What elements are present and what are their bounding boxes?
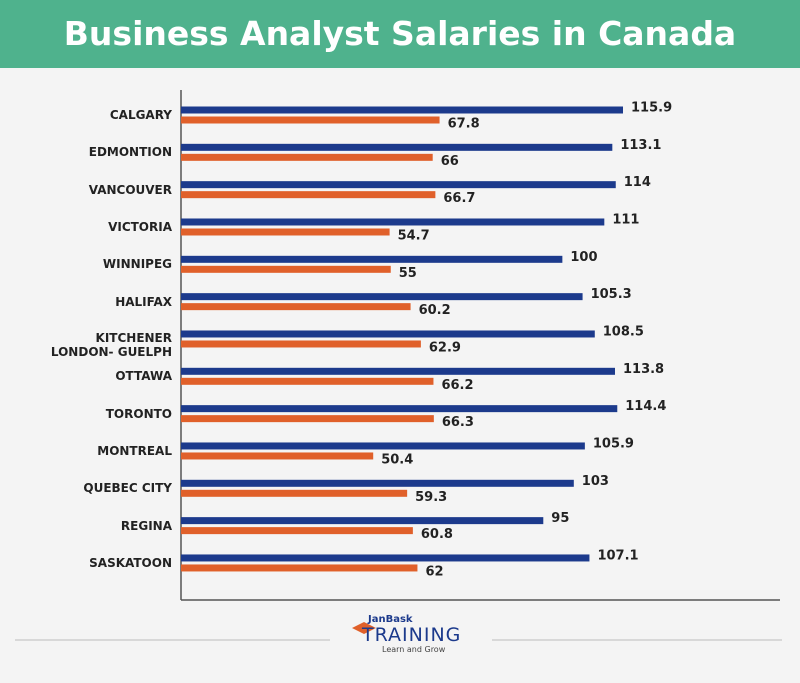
bar (181, 106, 623, 114)
value-label: 60.8 (421, 527, 453, 542)
bar (181, 367, 615, 375)
value-label: 54.7 (398, 228, 430, 243)
value-label: 60.2 (419, 303, 451, 318)
category-label: OTTAWA (115, 369, 172, 384)
category-label: KITCHENER LONDON- GUELPH (50, 330, 172, 359)
value-label: 66 (441, 154, 459, 169)
bar (181, 265, 391, 273)
category-label: VANCOUVER (88, 182, 172, 197)
bar (181, 479, 574, 487)
bar (181, 303, 411, 311)
value-label: 111 (612, 212, 639, 227)
title-banner (0, 0, 800, 68)
value-label: 95 (551, 511, 569, 526)
category-label: CALGARY (109, 108, 172, 122)
bar (181, 489, 408, 497)
bar (181, 405, 618, 413)
bar (181, 255, 563, 263)
category-label: EDMONTION (88, 145, 172, 160)
value-label: 62.9 (429, 340, 461, 355)
bar (181, 377, 434, 385)
value-label: 105.9 (593, 436, 634, 451)
value-label: 114 (624, 175, 651, 190)
bar (181, 340, 421, 348)
bar (181, 181, 616, 189)
category-label: WINNIPEG (102, 257, 172, 272)
bar (181, 228, 390, 236)
bar (181, 143, 613, 151)
value-label: 66.3 (442, 415, 474, 430)
footer-tagline: Learn and Grow (382, 645, 446, 654)
logo-icon (352, 622, 376, 634)
bar (181, 218, 605, 226)
value-label: 107.1 (597, 548, 638, 563)
value-label: 103 (582, 474, 609, 489)
value-label: 100 (570, 250, 597, 265)
value-label: 115.9 (631, 101, 672, 116)
bar (181, 330, 595, 338)
bar (181, 415, 434, 423)
value-label: 62 (425, 564, 443, 579)
bar (181, 293, 583, 301)
category-label: MONTREAL (97, 443, 172, 458)
value-label: 105.3 (591, 287, 632, 302)
value-label: 66.2 (441, 378, 473, 393)
chart-title: Business Analyst Salaries in Canada (63, 14, 737, 53)
bar (181, 517, 544, 525)
bar (181, 191, 436, 199)
value-label: 50.4 (381, 452, 413, 467)
value-label: 108.5 (603, 324, 644, 339)
footer-logo: TRAINING (362, 624, 462, 646)
value-label: 55 (399, 266, 417, 281)
category-label: REGINA (120, 518, 172, 533)
bar (181, 527, 413, 535)
footer-brand: JanBask (368, 614, 413, 625)
bar (181, 564, 418, 572)
category-label: TORONTO (105, 406, 172, 421)
value-label: 113.8 (623, 362, 664, 377)
category-label: VICTORIA (108, 219, 172, 234)
bar (181, 554, 590, 562)
value-label: 66.7 (443, 191, 475, 206)
value-label: 114.4 (625, 399, 666, 414)
category-label: HALIFAX (115, 294, 172, 309)
value-label: 59.3 (415, 490, 447, 505)
value-label: 113.1 (620, 138, 661, 153)
bar (181, 153, 433, 161)
category-label: SASKATOON (89, 555, 172, 570)
category-label: QUEBEC CITY (83, 481, 172, 496)
bar (181, 116, 440, 124)
value-label: 67.8 (448, 117, 480, 132)
bar (181, 452, 374, 460)
bar (181, 442, 585, 450)
